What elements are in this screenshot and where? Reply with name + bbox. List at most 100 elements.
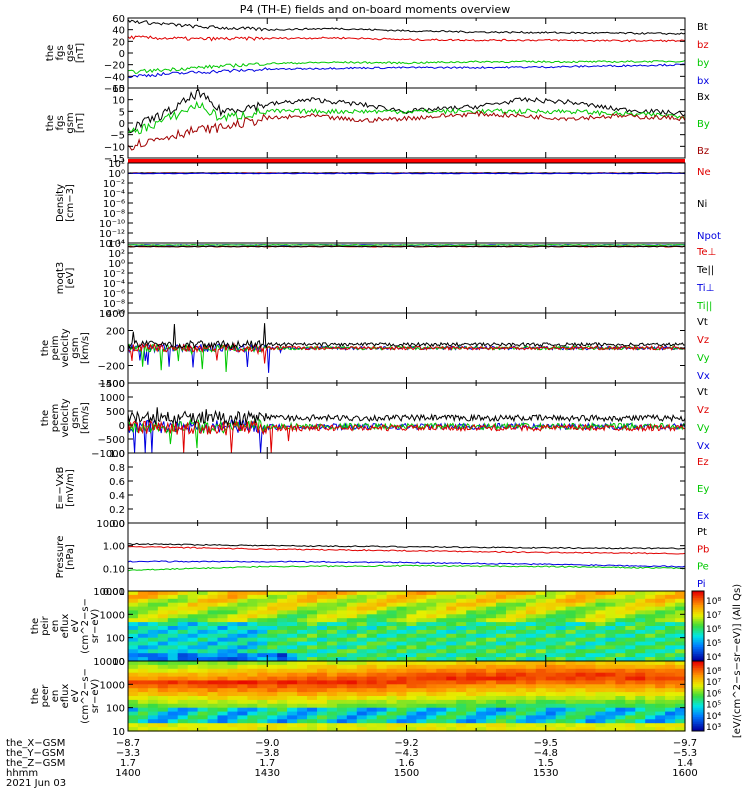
spectrogram-cell [177,664,189,670]
spectrogram-cell [366,719,378,724]
spectrogram-cell [605,676,616,682]
spectrogram-cell [486,606,497,612]
spectrogram-cell [426,707,437,713]
spectrogram-cell [257,696,268,701]
y-axis-label: [nT] [75,43,86,63]
spectrogram-cell [267,684,278,689]
spectrogram-cell [625,610,636,615]
spectrogram-cell [217,622,228,627]
spectrogram-cell [645,707,656,713]
spectrogram-cell [128,614,139,619]
spectrogram-cell [307,703,318,709]
spectrogram-cell [207,711,219,717]
spectrogram-cell [466,723,477,728]
spectrogram-cell [655,653,666,658]
spectrogram-cell [267,707,278,713]
spectrogram-cell [257,591,268,596]
spectrogram-cell [376,618,388,623]
spectrogram-cell [167,684,179,689]
spectrogram-cell [317,649,328,654]
spectrogram-cell [496,633,507,639]
spectrogram-cell [436,723,447,728]
spectrogram-cell [217,711,228,717]
spectrogram-cell [426,672,437,678]
spectrogram-cell [346,633,358,639]
spectrogram-cell [167,715,179,720]
spectrogram-cell [147,629,159,635]
spectrogram-cell [307,637,318,643]
spectrogram-cell [406,672,417,678]
spectrogram-cell [167,719,179,724]
spectrogram-cell [515,664,527,670]
spectrogram-cell [456,715,467,720]
spectrogram-cell [247,591,258,596]
spectrogram-cell [187,641,199,647]
spectrogram-cell [336,594,348,600]
spectrogram-cell [545,645,557,650]
spectrogram-cell [167,594,179,600]
colorbar-tick-label: 10⁸ [706,667,721,677]
spectrogram-cell [675,699,686,705]
spectrogram-cell [545,641,557,647]
spectrogram-cell [655,657,666,662]
spectrogram-cell [436,591,447,596]
spectrogram-cell [217,680,228,685]
spectrogram-cell [317,641,328,647]
spectrogram-cell [237,684,248,689]
spectrogram-cell [167,653,179,658]
spectrogram-cell [267,672,278,678]
spectrogram-cell [197,645,209,650]
spectrogram-cell [187,598,199,604]
spectrogram-cell [655,629,666,635]
spectrogram-cell [187,703,199,709]
spectrogram-cell [575,668,587,674]
spectrogram-cell [506,707,517,713]
spectrogram-cell [147,680,159,685]
spectrogram-cell [147,672,159,678]
y-axis-label: fgs [55,45,66,60]
spectrogram-cell [525,727,537,732]
spectrogram-cell [535,614,547,619]
spectrogram-cell [386,614,398,619]
spectrogram-cell [555,598,567,604]
spectrogram-cell [655,668,666,674]
spectrogram-cell [565,723,577,728]
spectrogram-cell [346,703,358,709]
spectrogram-cell [416,641,427,647]
colorbar-cell [692,706,704,709]
spectrogram-cell [476,622,487,627]
spectrogram-cell [525,699,537,705]
spectrogram-cell [535,637,547,643]
spectrogram-cell [476,688,487,693]
spectrogram-cell [426,606,437,612]
spectrogram-cell [287,602,298,608]
spectrogram-cell [376,649,388,654]
spectrogram-cell [247,629,258,635]
spectrogram-cell [525,598,537,604]
spectrogram-cell [317,723,328,728]
spectrogram-cell [157,664,169,670]
spectrogram-cell [565,598,577,604]
spectrogram-cell [436,629,447,635]
spectrogram-cell [128,649,139,654]
spectrogram-cell [336,680,348,685]
colorbar-cell [692,689,704,692]
spectrogram-cell [665,626,676,631]
spectrogram-cell [356,622,368,627]
spectrogram-cell [187,723,199,728]
spectrogram-cell [207,672,219,678]
spectrogram-cell [585,645,596,650]
spectrogram-cell [346,653,358,658]
spectrogram-cell [207,602,219,608]
spectrogram-cell [506,711,517,717]
spectrogram-cell [197,696,209,701]
spectrogram-cell [506,602,517,608]
spectrogram-cell [595,696,606,701]
spectrogram-cell [207,626,219,631]
spectrogram-cell [555,680,567,685]
spectrogram-cell [227,641,238,647]
spectrogram-cell [535,707,547,713]
spectrogram-cell [655,606,666,612]
spectrogram-cell [147,637,159,643]
spectrogram-cell [167,626,179,631]
